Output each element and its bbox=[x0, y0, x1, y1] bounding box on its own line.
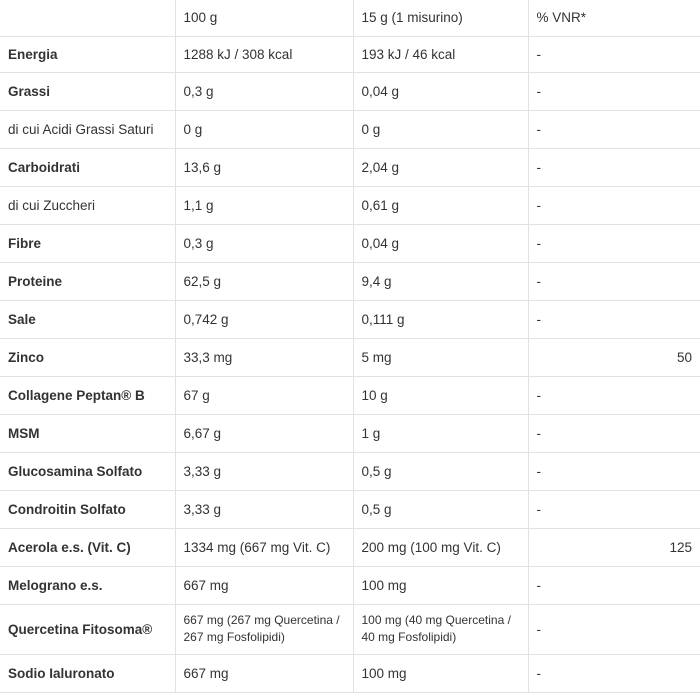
cell: 62,5 g bbox=[174, 261, 354, 301]
row-label: Energia bbox=[0, 36, 176, 73]
cell: 0 g bbox=[174, 109, 354, 149]
cell: 667 mg (267 mg Quercetina / 267 mg Fosfo… bbox=[174, 603, 354, 655]
cell: 67 g bbox=[174, 375, 354, 415]
table-row: Sodio Ialuronato 667 mg 100 mg - bbox=[0, 653, 700, 693]
cell: - bbox=[527, 147, 700, 187]
cell: - bbox=[527, 413, 700, 453]
table-row: Melograno e.s. 667 mg 100 mg - bbox=[0, 565, 700, 605]
table-row: Acerola e.s. (Vit. C) 1334 mg (667 mg Vit… bbox=[0, 527, 700, 567]
row-label: Condroitin Solfato bbox=[0, 489, 176, 529]
cell: 0,04 g bbox=[352, 71, 529, 111]
row-label: Fibre bbox=[0, 223, 176, 263]
table-row: Energia 1288 kJ / 308 kcal 193 kJ / 46 kca… bbox=[0, 36, 700, 73]
table-row: Quercetina Fitosoma® 667 mg (267 mg Querc… bbox=[0, 603, 700, 655]
cell: 667 mg bbox=[174, 653, 354, 693]
header-row: 100 g 15 g (1 misurino)% VNR* bbox=[0, 0, 700, 37]
cell: 2,04 g bbox=[352, 147, 529, 187]
cell: 9,4 g bbox=[352, 261, 529, 301]
cell: 1334 mg (667 mg Vit. C) bbox=[174, 527, 354, 567]
cell: 0,04 g bbox=[352, 223, 529, 263]
cell: 3,33 g bbox=[174, 451, 354, 491]
cell: 6,67 g bbox=[174, 413, 354, 453]
row-label: di cui Zuccheri bbox=[0, 185, 176, 225]
cell: 0,5 g bbox=[352, 489, 529, 529]
cell: - bbox=[527, 36, 700, 73]
cell: 0,742 g bbox=[174, 299, 354, 339]
cell: 100 mg (40 mg Quercetina / 40 mg Fosfoli… bbox=[352, 603, 529, 655]
table-row: Sale 0,742 g 0,111 g- bbox=[0, 299, 700, 339]
table-row: Glucosamina Solfato 3,33 g 0,5 g- bbox=[0, 451, 700, 491]
cell: 100 mg bbox=[352, 653, 529, 693]
table-row: Grassi 0,3 g 0,04 g- bbox=[0, 71, 700, 111]
header-cell: 15 g (1 misurino) bbox=[352, 0, 529, 37]
cell: 0,3 g bbox=[174, 71, 354, 111]
header-cell: % VNR* bbox=[527, 0, 700, 37]
table-row: Condroitin Solfato 3,33 g 0,5 g- bbox=[0, 489, 700, 529]
row-label: Acerola e.s. (Vit. C) bbox=[0, 527, 176, 567]
cell: - bbox=[527, 653, 700, 693]
row-label: Sale bbox=[0, 299, 176, 339]
cell: - bbox=[527, 109, 700, 149]
cell: 10 g bbox=[352, 375, 529, 415]
row-label: Melograno e.s. bbox=[0, 565, 176, 605]
cell: - bbox=[527, 261, 700, 301]
row-label: Proteine bbox=[0, 261, 176, 301]
cell: - bbox=[527, 375, 700, 415]
cell: - bbox=[527, 71, 700, 111]
cell: - bbox=[527, 223, 700, 263]
cell: 1288 kJ / 308 kcal bbox=[174, 36, 354, 73]
cell: 193 kJ / 46 kcal bbox=[352, 36, 529, 73]
row-label: Quercetina Fitosoma® bbox=[0, 603, 176, 655]
cell: - bbox=[527, 489, 700, 529]
row-label: Grassi bbox=[0, 71, 176, 111]
cell: 1 g bbox=[352, 413, 529, 453]
cell: 0,3 g bbox=[174, 223, 354, 263]
cell: - bbox=[527, 603, 700, 655]
row-label: Carboidrati bbox=[0, 147, 176, 187]
row-label: MSM bbox=[0, 413, 176, 453]
row-label: Glucosamina Solfato bbox=[0, 451, 176, 491]
cell: 125 bbox=[527, 527, 700, 567]
cell: - bbox=[527, 565, 700, 605]
cell: 0,61 g bbox=[352, 185, 529, 225]
cell: - bbox=[527, 451, 700, 491]
cell: 0,111 g bbox=[352, 299, 529, 339]
cell: 200 mg (100 mg Vit. C) bbox=[352, 527, 529, 567]
cell: 0 g bbox=[352, 109, 529, 149]
table-row: Collagene Peptan® B 67 g 10 g- bbox=[0, 375, 700, 415]
cell: 100 mg bbox=[352, 565, 529, 605]
cell: 5 mg bbox=[352, 337, 529, 377]
table-row: Proteine 62,5 g 9,4 g- bbox=[0, 261, 700, 301]
header-cell bbox=[0, 0, 176, 37]
cell: 33,3 mg bbox=[174, 337, 354, 377]
table-row: Fibre 0,3 g 0,04 g- bbox=[0, 223, 700, 263]
row-label: Sodio Ialuronato bbox=[0, 653, 176, 693]
cell: - bbox=[527, 185, 700, 225]
table-row: di cui Zuccheri 1,1 g 0,61 g- bbox=[0, 185, 700, 225]
table-row: Zinco 33,3 mg 5 mg 50 bbox=[0, 337, 700, 377]
cell: 50 bbox=[527, 337, 700, 377]
table-row: Carboidrati 13,6 g 2,04 g- bbox=[0, 147, 700, 187]
cell: - bbox=[527, 299, 700, 339]
cell: 3,33 g bbox=[174, 489, 354, 529]
cell: 13,6 g bbox=[174, 147, 354, 187]
row-label: Zinco bbox=[0, 337, 176, 377]
cell: 1,1 g bbox=[174, 185, 354, 225]
cell: 667 mg bbox=[174, 565, 354, 605]
row-label: di cui Acidi Grassi Saturi bbox=[0, 109, 176, 149]
header-cell: 100 g bbox=[174, 0, 354, 37]
row-label: Collagene Peptan® B bbox=[0, 375, 176, 415]
cell: 0,5 g bbox=[352, 451, 529, 491]
